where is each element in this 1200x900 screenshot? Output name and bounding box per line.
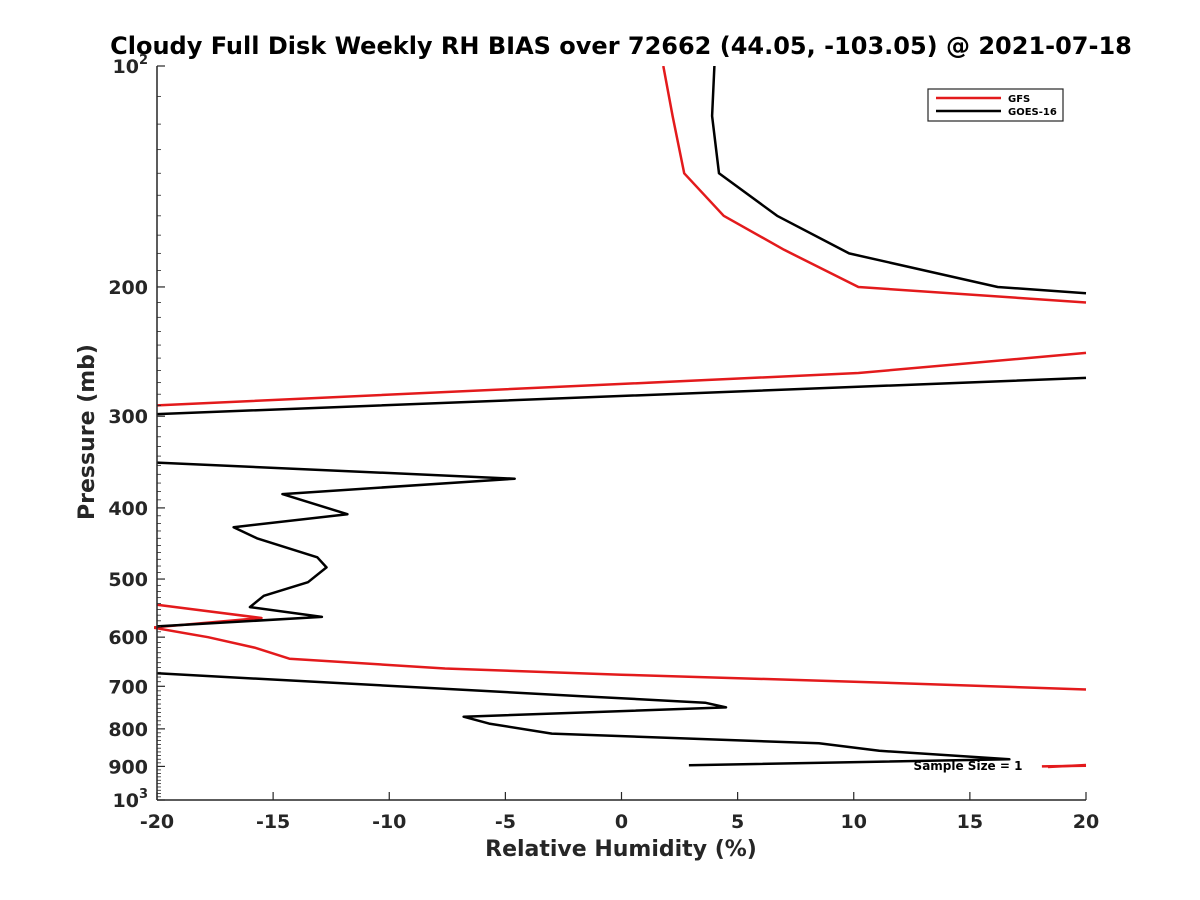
- y-tick-label: 600: [108, 627, 148, 649]
- x-tick-label: -5: [495, 811, 516, 833]
- axes-layer: -20 -15 -10 -5 0 5 10 15 20 102 200 300 400 500 600 700…: [108, 53, 1099, 833]
- x-tick-label: -10: [372, 811, 406, 833]
- y-tick-label: 200: [108, 277, 148, 299]
- y-tick-label: 102: [113, 53, 149, 78]
- series-layer: [154, 66, 1087, 768]
- y-tick-label: 700: [108, 676, 148, 698]
- x-axis-label: Relative Humidity (%): [485, 837, 757, 862]
- x-tick-label: -15: [256, 811, 290, 833]
- y-tick-label: 500: [108, 569, 148, 591]
- plot-area: [157, 66, 1086, 800]
- annotation-series-mark: [1047, 763, 1087, 769]
- x-tick-label: 15: [957, 811, 983, 833]
- x-tick-label: 0: [615, 811, 628, 833]
- x-tick-label: 10: [841, 811, 867, 833]
- legend: GFS GOES-16: [927, 88, 1064, 122]
- x-tick-label: -20: [140, 811, 174, 833]
- y-tick-label: 800: [108, 719, 148, 741]
- legend-label: GFS: [1008, 94, 1030, 105]
- y-tick-label: 900: [108, 756, 148, 778]
- chart-title: Cloudy Full Disk Weekly RH BIAS over 726…: [110, 32, 1132, 60]
- y-tick-label: 300: [108, 406, 148, 428]
- legend-box: [927, 88, 1064, 122]
- legend-label: GOES-16: [1008, 107, 1057, 118]
- series-line-gfs: [154, 66, 1087, 768]
- sample-size-annotation: Sample Size = 1: [914, 759, 1023, 773]
- y-tick-label: 400: [108, 498, 148, 520]
- y-tick-label: 103: [113, 787, 149, 812]
- plot-background: [157, 66, 1086, 800]
- x-tick-label: 5: [731, 811, 744, 833]
- series-line-goes-16: [156, 66, 1087, 767]
- x-tick-label: 20: [1073, 811, 1099, 833]
- y-axis-label: Pressure (mb): [75, 344, 100, 520]
